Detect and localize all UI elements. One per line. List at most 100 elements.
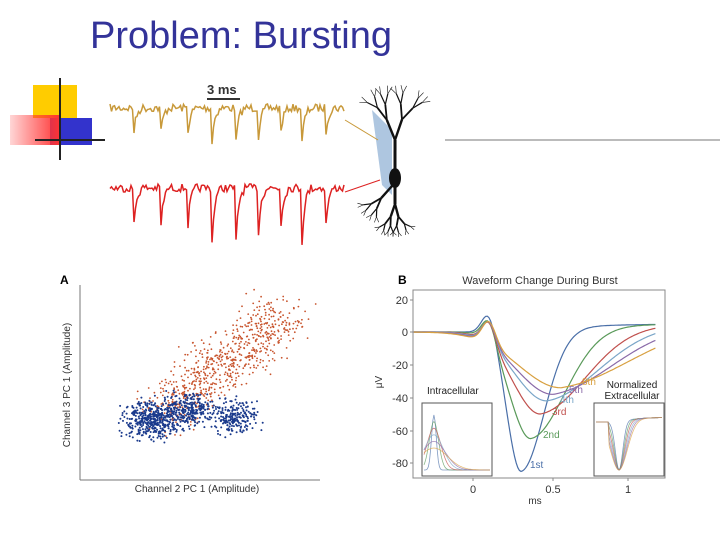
point [165,381,168,384]
point [192,411,195,414]
point [205,380,208,383]
point [120,431,123,434]
point [153,391,156,394]
point [232,329,235,331]
point [187,416,190,419]
point [191,382,194,384]
point [186,397,189,400]
point [171,423,174,426]
point [176,417,179,420]
point [144,401,147,404]
point [158,416,161,419]
point [216,430,219,432]
point [182,386,185,388]
point [206,374,209,377]
point [247,417,249,420]
point [174,434,176,436]
point [173,361,176,363]
point [262,343,265,345]
point [195,361,198,364]
point [212,382,214,384]
point [249,412,252,415]
point [206,403,209,406]
point [210,392,213,394]
dendrite [357,202,364,206]
point [168,402,170,404]
point [215,383,218,385]
point [181,394,184,396]
point [209,358,211,361]
point [157,407,160,409]
point [252,336,255,339]
point [131,426,134,429]
point [274,323,277,326]
point [200,404,203,407]
point [200,339,203,341]
point [198,372,201,374]
point [230,405,233,408]
dendrite [367,102,378,109]
neuron [357,85,431,238]
point [133,413,136,416]
point [159,437,162,440]
point [230,376,233,379]
point [140,434,143,437]
point [185,369,188,372]
point [276,337,279,340]
dendrite [400,92,404,105]
point [175,430,178,433]
point [232,324,235,326]
point [265,340,267,343]
point [177,409,180,411]
point [211,357,214,360]
point [200,391,203,394]
point [203,348,206,350]
point [209,400,212,403]
point [184,373,186,376]
point [251,427,254,430]
point [233,419,236,422]
point [158,382,161,385]
point [217,368,220,371]
point [233,359,235,361]
dendrite [417,90,420,99]
dendrite [370,197,382,205]
point [198,420,201,423]
point [286,357,288,360]
waveform [413,321,656,395]
point [216,412,219,415]
point [199,350,202,352]
point [227,343,230,346]
point [225,414,228,416]
point [277,342,280,344]
point [227,365,230,368]
point [213,388,216,391]
point [225,401,228,404]
point [213,382,216,385]
point [166,408,169,411]
point [259,335,262,338]
point [231,416,234,418]
inset-trace [423,447,490,471]
dendrite [400,85,404,94]
point [208,343,211,346]
point [139,420,142,423]
point [207,399,210,402]
point [131,405,134,407]
point [273,352,276,354]
point [211,400,214,403]
point [257,364,259,367]
point [239,335,242,338]
point [268,324,270,327]
point [123,410,126,413]
point [219,381,222,384]
point [193,419,196,422]
point [209,372,211,375]
point [136,433,139,436]
point [136,398,139,400]
point [154,427,157,430]
point [204,416,207,419]
point [125,412,128,415]
point [265,348,268,350]
